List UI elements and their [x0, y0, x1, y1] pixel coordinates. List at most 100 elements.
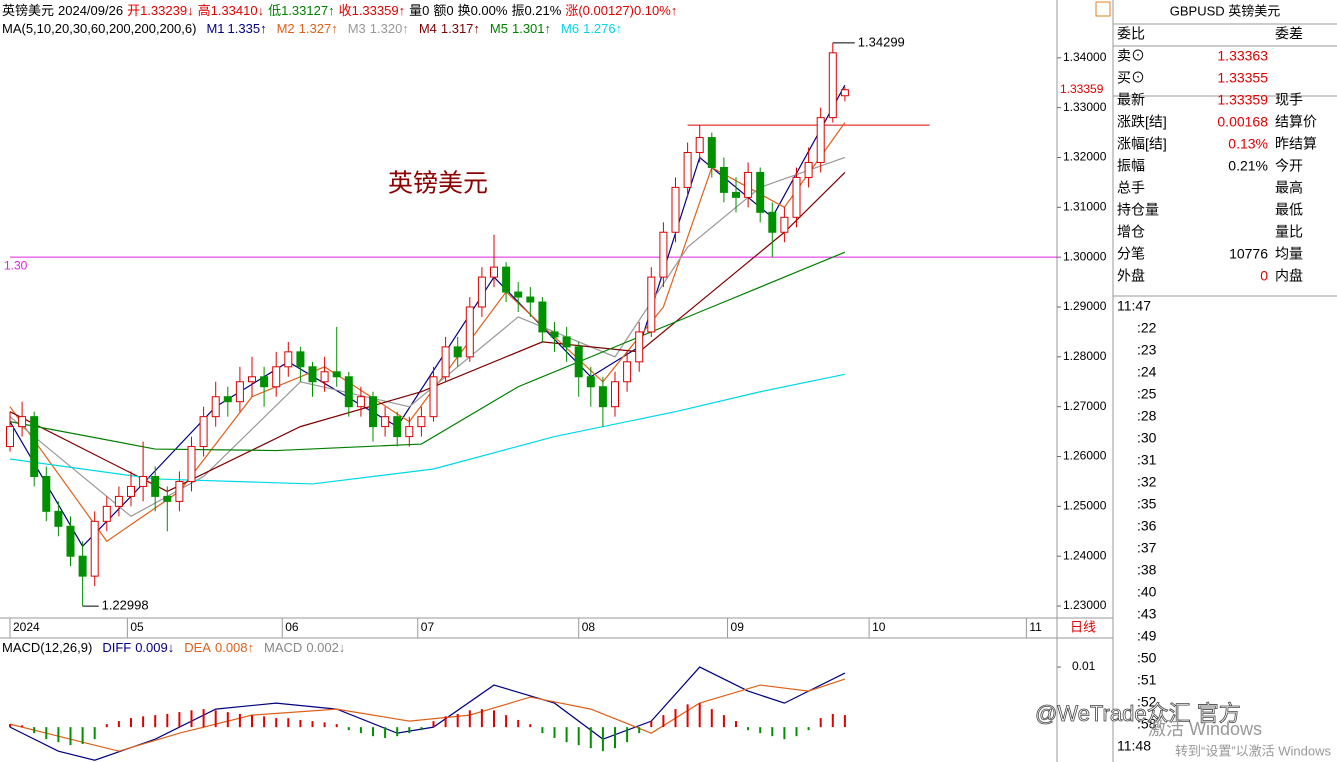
time-entry: :38: [1137, 562, 1157, 578]
candle-body: [405, 426, 414, 438]
moving-average-line: [9, 251, 846, 452]
candle-body: [260, 376, 269, 388]
ma-legend-value: 1.301↑: [512, 21, 551, 36]
time-entry: :23: [1137, 342, 1157, 358]
panel-icon[interactable]: [1095, 1, 1111, 17]
ma-legend-value: 1.335↑: [228, 21, 267, 36]
ma-legend-name: M2: [277, 21, 295, 36]
candle-body: [671, 186, 680, 233]
macd-legend-value: 0.009↓: [135, 640, 174, 655]
candle-body: [369, 396, 377, 428]
quote-label: 振幅: [1117, 158, 1145, 174]
candle-body: [526, 296, 535, 303]
candle-body: [163, 495, 172, 502]
candle-body: [768, 211, 777, 233]
candle-body: [780, 216, 789, 233]
candle-body: [429, 376, 438, 418]
candle-body: [453, 346, 462, 358]
quote-label: 卖⊙: [1117, 48, 1145, 64]
time-entry: :50: [1137, 650, 1157, 666]
y-tick-label: 1.31000: [1063, 200, 1107, 214]
macd-legend-value: 0.008↑: [215, 640, 254, 655]
candle-body: [66, 525, 75, 557]
x-tick-label: 07: [421, 620, 435, 634]
candle-body: [490, 266, 498, 278]
time-entry: :49: [1137, 628, 1157, 644]
candle-body: [393, 416, 402, 438]
time-entry: :43: [1137, 606, 1157, 622]
candle-body: [139, 475, 148, 487]
current-price-label: 1.33359: [1060, 82, 1104, 96]
quote-value: 0.00168: [1217, 114, 1268, 130]
x-tick-label: 06: [285, 620, 299, 634]
quote-value: 0.21%: [1228, 158, 1268, 174]
candle-body: [199, 416, 208, 448]
candle-body: [248, 376, 256, 383]
quote-label: 委比: [1117, 26, 1145, 42]
macd-y-tick-label: 0.01: [1072, 659, 1096, 673]
candle-body: [235, 381, 244, 403]
candle-body: [308, 366, 317, 383]
candle-body: [30, 416, 39, 477]
activation-notice: 激活 Windows: [1148, 719, 1262, 739]
time-entry: :24: [1137, 364, 1157, 380]
y-tick-label: 1.32000: [1063, 150, 1107, 164]
candle-body: [344, 376, 353, 408]
macd-legend: MACD(12,26,9) DIFF 0.009↓ DEA 0.008↑ MACD 0.00…: [2, 640, 345, 655]
time-entry: :30: [1137, 430, 1157, 446]
candle-body: [623, 361, 632, 383]
quote-label-2: 量比: [1275, 224, 1303, 240]
ma-legend-value: 1.317↑: [441, 21, 480, 36]
quote-label-2: 委差: [1275, 26, 1303, 42]
macd-legend-name: DEA: [184, 640, 211, 655]
header-item: 振0.21%: [511, 3, 561, 18]
ma-legend-name: M5: [490, 21, 508, 36]
candle-body: [465, 306, 474, 358]
quote-label-2: 昨结算: [1275, 136, 1317, 152]
candle-body: [417, 416, 426, 428]
candle-body: [659, 231, 668, 278]
y-tick-label: 1.29000: [1063, 299, 1107, 313]
macd-legend-name: MACD: [264, 640, 302, 655]
candle-body: [102, 505, 111, 522]
candle-body: [538, 301, 547, 333]
time-entry: :37: [1137, 540, 1157, 556]
header-item: 额0: [433, 3, 453, 18]
candle-body: [42, 475, 51, 512]
candle-body: [223, 396, 232, 403]
ma-legend-name: M6: [561, 21, 579, 36]
quote-value: 0: [1260, 268, 1268, 284]
quote-label-2: 均量: [1275, 246, 1303, 262]
quote-label: 涨跌[结]: [1117, 114, 1167, 130]
macd-title: MACD(12,26,9): [2, 640, 92, 655]
ma-legend-value: 1.276↑: [583, 21, 622, 36]
candle-body: [707, 137, 716, 168]
quote-label-2: 现手: [1275, 92, 1303, 108]
quote-label: 持仓量: [1117, 202, 1159, 218]
candle-body: [647, 276, 656, 333]
quote-label: 分笔: [1117, 246, 1145, 262]
candle-body: [683, 152, 692, 188]
candle-body: [586, 376, 595, 388]
ma-legend-title: MA(5,10,20,30,60,200,200,200,6): [2, 21, 196, 36]
candle-body: [78, 555, 87, 577]
y-tick-label: 1.24000: [1063, 548, 1107, 562]
time-entry: :58: [1137, 716, 1157, 732]
time-entry: :36: [1137, 518, 1157, 534]
candle-body: [175, 480, 184, 502]
candle-body: [744, 171, 753, 198]
candle-body: [502, 266, 511, 293]
candle-body: [320, 371, 329, 383]
time-entry: :31: [1137, 452, 1157, 468]
time-entry: 11:47: [1117, 298, 1151, 314]
candle-body: [114, 495, 123, 507]
x-tick-label: 10: [872, 620, 886, 634]
header-item: 高1.33410↓: [198, 3, 265, 18]
candle-body: [477, 276, 486, 308]
ma-legend-value: 1.320↑: [370, 21, 409, 36]
quote-value: 0.13%: [1228, 136, 1268, 152]
chart-annotation: 英镑美元: [388, 170, 488, 198]
candle-body: [6, 426, 14, 448]
